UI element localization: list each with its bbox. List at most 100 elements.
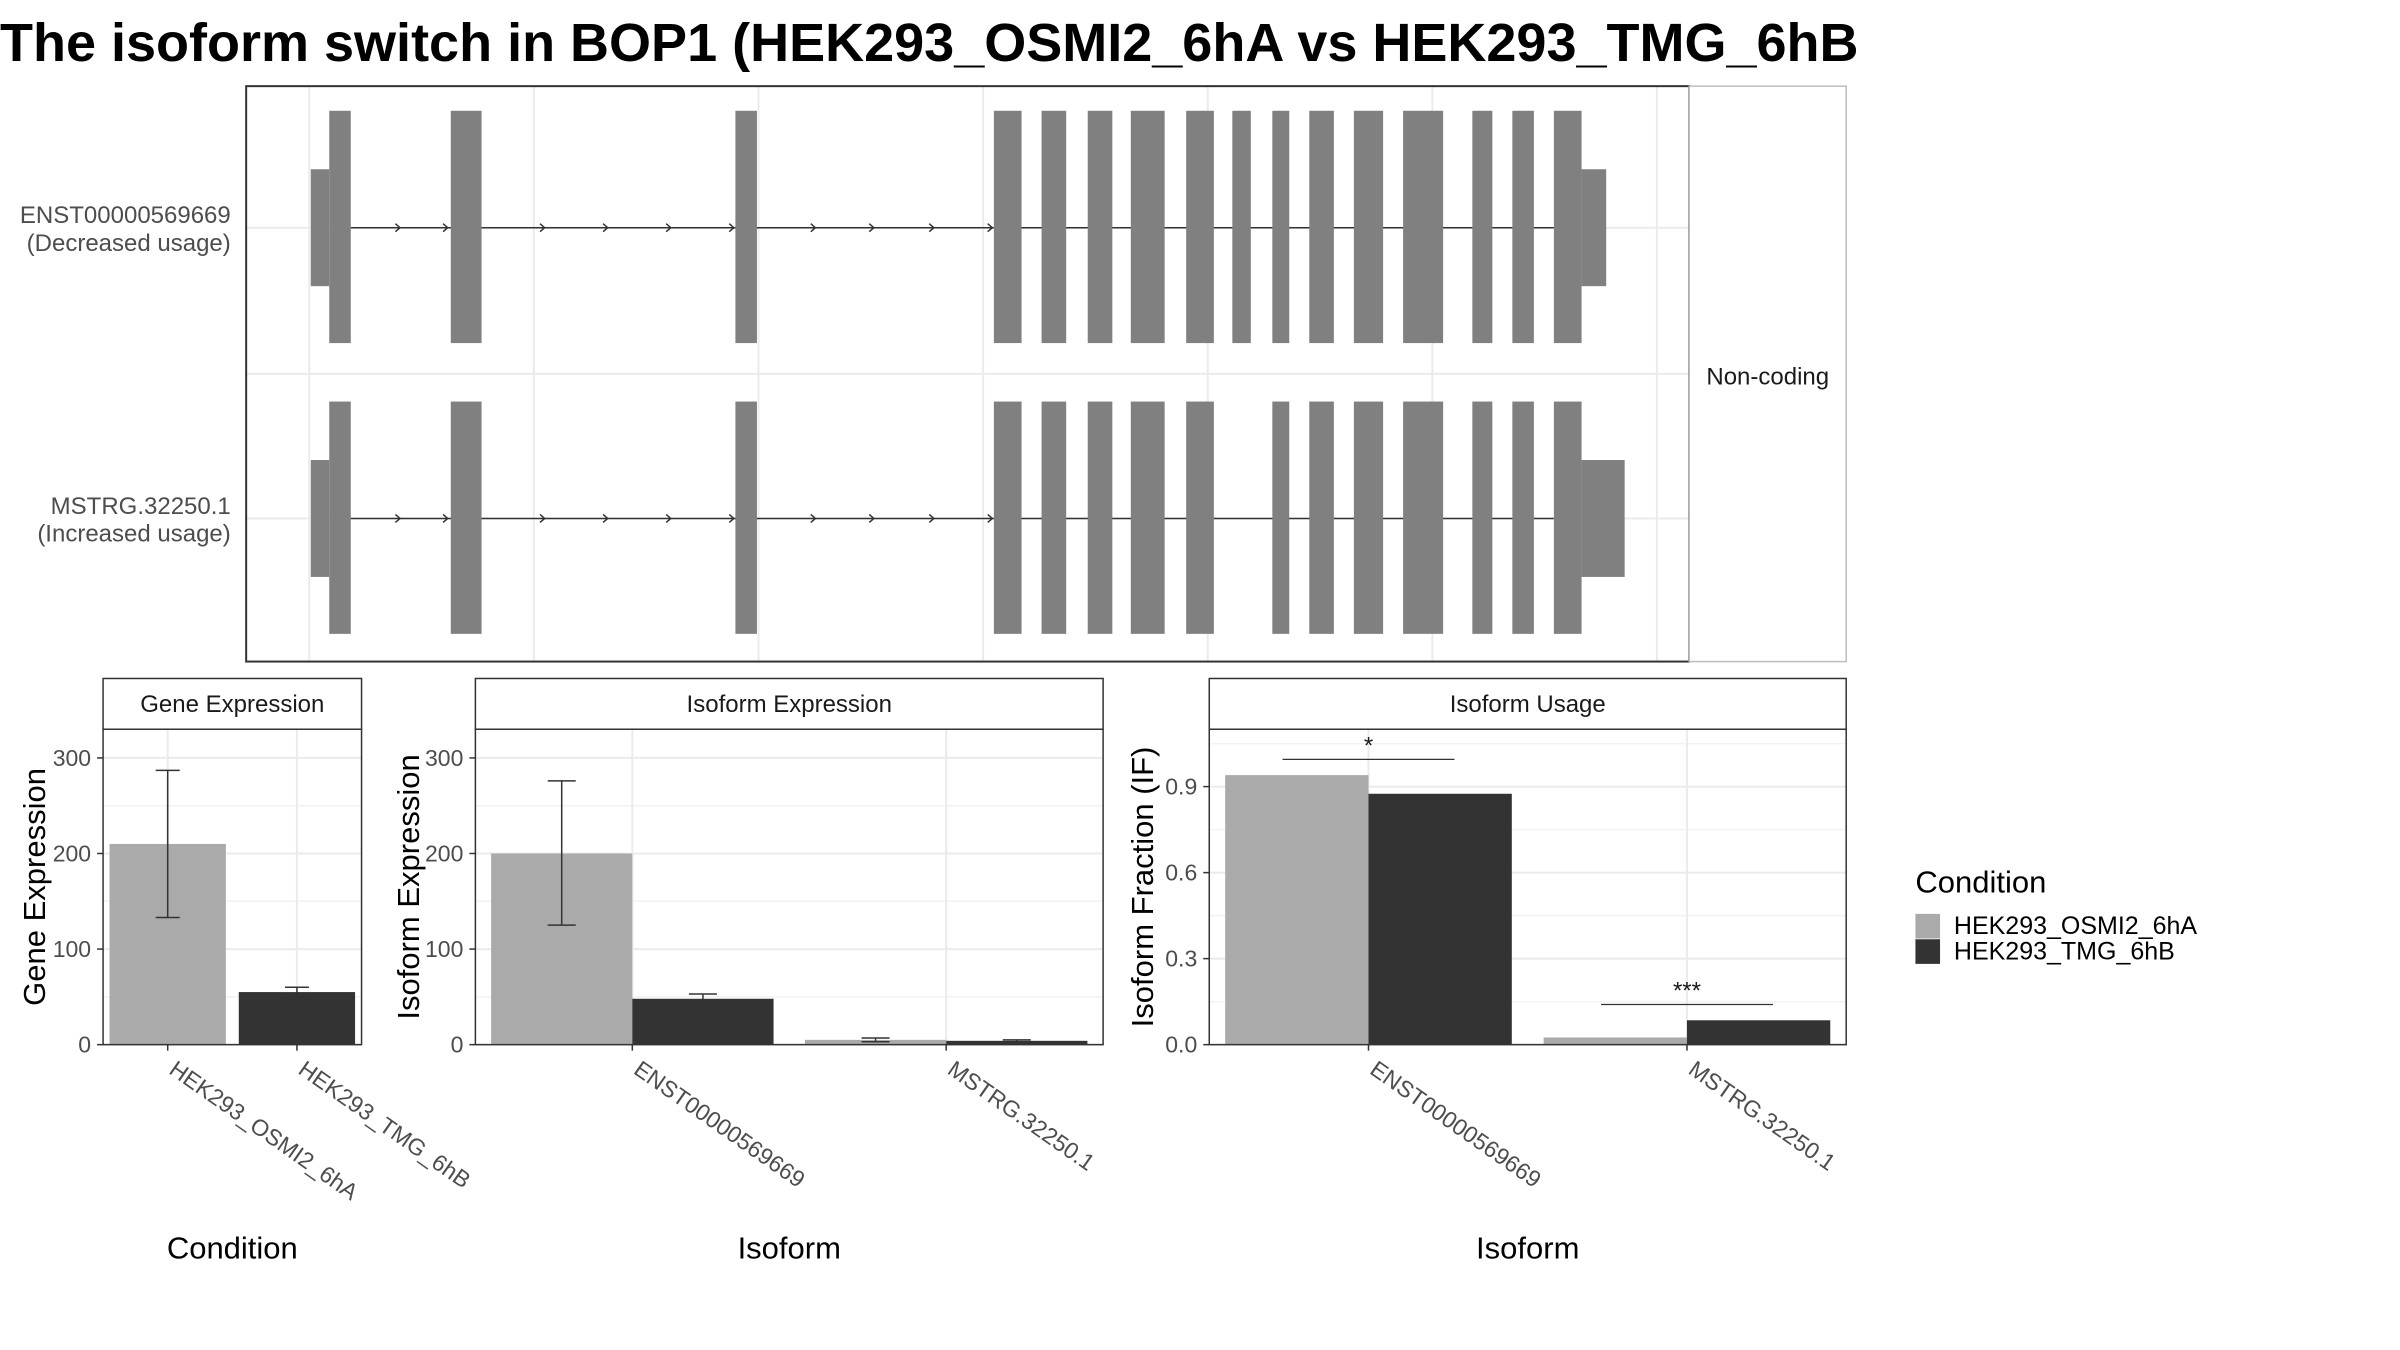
intron-direction-arrow <box>665 223 672 233</box>
exon-block <box>1272 110 1290 344</box>
transcript-usage-label: (Decreased usage) <box>27 230 231 257</box>
gene-expression-ytick-label: 100 <box>53 936 91 962</box>
gene-expression-strip-title: Gene Expression <box>140 691 324 718</box>
exon-block <box>1472 401 1493 634</box>
intron-direction-arrow <box>539 513 546 524</box>
isoform-usage-significance-label: * <box>1364 732 1373 759</box>
intron-direction-arrow <box>442 223 449 233</box>
exon-block <box>735 401 757 634</box>
isoform-usage-xtick-label: MSTRG.32250.1 <box>1684 1055 1840 1175</box>
isoform-expression-ytick-label: 200 <box>425 840 463 866</box>
legend-item-label: HEK293_TMG_6hB <box>1954 937 2175 965</box>
isoform-usage-bar <box>1368 793 1512 1045</box>
exon-block <box>1232 110 1251 344</box>
gene-expression-ytick-label: 200 <box>53 840 91 866</box>
transcript-usage-label: (Increased usage) <box>37 521 230 548</box>
isoform-expression-bar <box>946 1040 1088 1045</box>
gene-expression-bar <box>238 992 356 1045</box>
transcript-label: ENST00000569669 <box>20 202 231 229</box>
exon-block <box>1553 401 1582 634</box>
utr-3-block <box>1581 460 1625 577</box>
intron-direction-arrow <box>810 513 817 524</box>
isoform-expression-ylabel: Isoform Expression <box>391 754 426 1019</box>
gene-expression-ytick-label: 0 <box>78 1032 91 1058</box>
isoform-expression-ytick-label: 0 <box>451 1032 464 1058</box>
intron-direction-arrow <box>868 513 876 524</box>
exon-block <box>1353 110 1384 344</box>
exon-block <box>1309 110 1334 344</box>
exon-block <box>1041 110 1067 344</box>
exon-block <box>1553 110 1582 344</box>
intron-direction-arrow <box>442 513 449 524</box>
exon-block <box>1512 401 1534 634</box>
isoform-usage-strip <box>1208 677 1847 730</box>
exon-block <box>735 110 757 344</box>
exon-block <box>450 110 482 344</box>
intron-direction-arrow <box>394 513 402 524</box>
legend-item-label: HEK293_OSMI2_6hA <box>1954 912 2198 940</box>
isoform-expression-strip-title: Isoform Expression <box>687 691 892 718</box>
exon-block <box>1041 401 1067 634</box>
intron-direction-arrow <box>394 223 402 233</box>
isoform-usage-xlabel: Isoform <box>1476 1230 1579 1265</box>
exon-block <box>1186 401 1214 634</box>
exon-block <box>1353 401 1384 634</box>
exon-block <box>450 401 482 634</box>
isoform-expression-plot-border <box>474 728 1104 1046</box>
exon-block <box>1403 110 1444 344</box>
isoform-usage-bar <box>1686 1020 1831 1045</box>
structure-strip <box>1688 85 1847 663</box>
intron-direction-arrow <box>928 223 936 233</box>
intron-direction-arrow <box>810 223 817 233</box>
gene-expression-strip <box>102 677 363 730</box>
legend-swatch <box>1915 913 1941 939</box>
exon-block <box>1472 110 1493 344</box>
intron-direction-arrow <box>602 513 609 524</box>
exon-block <box>993 401 1022 634</box>
isoform-usage-bar <box>1225 775 1369 1045</box>
isoform-usage-strip-title: Isoform Usage <box>1450 691 1606 718</box>
isoform-usage-significance-label: *** <box>1673 978 1701 1005</box>
intron-direction-arrow <box>602 223 609 233</box>
legend-title: Condition <box>1915 864 2046 899</box>
intron-direction-arrow <box>728 223 736 233</box>
isoform-usage-ytick-label: 0.9 <box>1165 774 1197 800</box>
intron-direction-arrow <box>987 223 994 233</box>
exon-block <box>1130 110 1165 344</box>
exon-block <box>1272 401 1290 634</box>
utr-5-block <box>310 169 330 287</box>
isoform-expression-ytick-label: 300 <box>425 745 463 771</box>
exon-block <box>1130 401 1165 634</box>
gene-expression-ylabel: Gene Expression <box>17 768 52 1006</box>
exon-block <box>1512 110 1534 344</box>
intron-direction-arrow <box>728 513 736 524</box>
exon-block <box>1087 401 1113 634</box>
isoform-usage-bar <box>1543 1037 1687 1045</box>
isoform-expression-strip <box>474 677 1104 730</box>
exon-block <box>329 110 351 344</box>
isoform-usage-plot-border <box>1208 728 1847 1046</box>
exon-block <box>329 401 351 634</box>
utr-5-block <box>310 460 330 577</box>
intron-direction-arrow <box>539 223 546 233</box>
isoform-expression-xlabel: Isoform <box>738 1230 841 1265</box>
gene-expression-plot-border <box>102 728 363 1046</box>
exon-block <box>1186 110 1214 344</box>
exon-block <box>1309 401 1334 634</box>
intron-direction-arrow <box>868 223 876 233</box>
isoform-expression-bar <box>632 998 774 1045</box>
transcript-label: MSTRG.32250.1 <box>51 493 231 520</box>
intron-direction-arrow <box>665 513 672 524</box>
legend-swatch <box>1915 939 1941 964</box>
isoform-usage-xtick-label: ENST00000569669 <box>1366 1055 1546 1192</box>
utr-3-block <box>1581 169 1607 287</box>
page-title: The isoform switch in BOP1 (HEK293_OSMI2… <box>0 13 1859 73</box>
intron-direction-arrow <box>928 513 936 524</box>
isoform-expression-xtick-label: ENST00000569669 <box>629 1055 809 1192</box>
exon-block <box>1403 401 1444 634</box>
isoform-usage-ytick-label: 0.3 <box>1165 946 1197 972</box>
isoform-expression-xtick-label: MSTRG.32250.1 <box>943 1055 1099 1175</box>
gene-expression-xlabel: Condition <box>167 1230 298 1265</box>
